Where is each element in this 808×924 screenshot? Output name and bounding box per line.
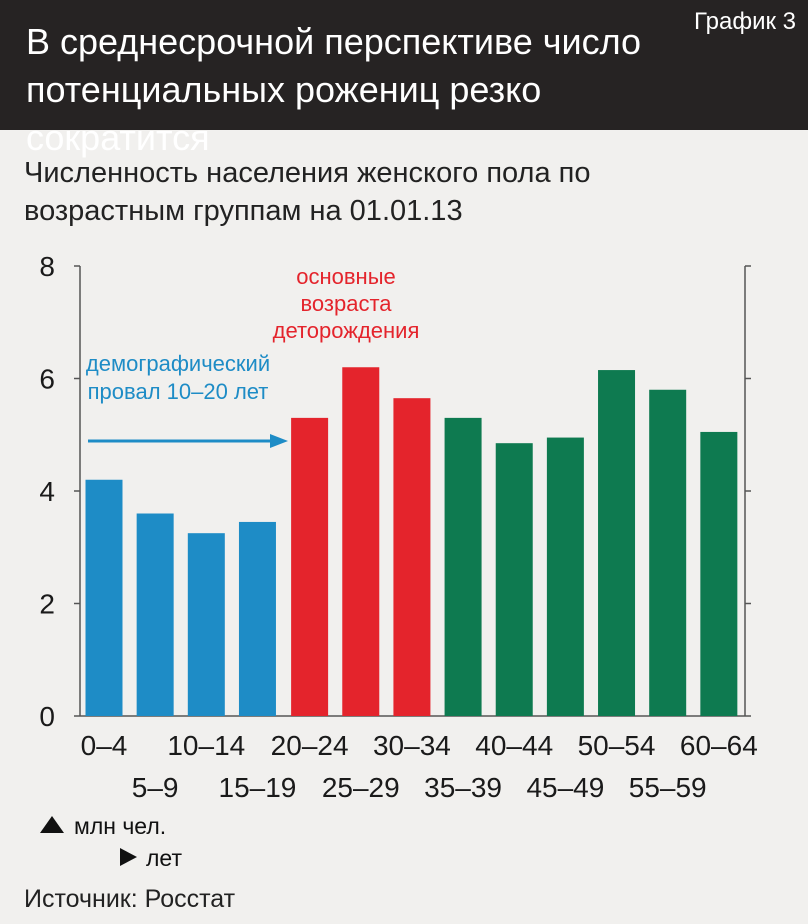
annotation-reproductive-age: основные возраста деторождения xyxy=(273,264,420,343)
chart-legend: млн чел. лет xyxy=(40,813,182,871)
x-tick-label: 0–4 xyxy=(81,730,128,761)
x-tick-label: 5–9 xyxy=(132,772,179,803)
x-tick-label: 55–59 xyxy=(629,772,707,803)
x-tick-label: 25–29 xyxy=(322,772,400,803)
source-note: Источник: Росстат xyxy=(24,885,236,913)
annotation-gap-line-1: демографический xyxy=(86,351,270,376)
x-tick-label: 50–54 xyxy=(578,730,656,761)
x-tick-label: 20–24 xyxy=(271,730,349,761)
bar-55–59 xyxy=(649,389,687,716)
bar-0–4 xyxy=(85,479,123,716)
annotation-reproductive-line-2: возраста xyxy=(300,291,392,316)
legend-y-unit: млн чел. xyxy=(74,813,166,839)
y-tick-label: 0 xyxy=(39,701,55,732)
y-tick-label: 8 xyxy=(39,251,55,282)
x-tick-label: 35–39 xyxy=(424,772,502,803)
right-arrow-icon xyxy=(270,434,288,448)
x-tick-label: 30–34 xyxy=(373,730,451,761)
bar-30–34 xyxy=(393,398,431,716)
bar-15–19 xyxy=(238,521,276,716)
annotation-gap-line-2: провал 10–20 лет xyxy=(88,379,269,404)
bar-25–29 xyxy=(342,367,380,716)
legend-x-unit: лет xyxy=(146,845,182,871)
annotation-reproductive-line-3: деторождения xyxy=(273,318,420,343)
right-triangle-icon xyxy=(120,848,137,866)
bar-10–14 xyxy=(187,533,225,716)
x-tick-label: 45–49 xyxy=(526,772,604,803)
y-tick-label: 6 xyxy=(39,364,55,395)
x-tick-label: 10–14 xyxy=(167,730,245,761)
bar-20–24 xyxy=(291,417,329,716)
x-tick-label: 15–19 xyxy=(219,772,297,803)
bar-50–54 xyxy=(598,370,636,716)
bar-5–9 xyxy=(136,513,174,716)
annotation-demographic-gap: демографический провал 10–20 лет xyxy=(86,351,288,448)
chart-title: В среднесрочной перспективе число потенц… xyxy=(26,21,642,158)
chart-header: В среднесрочной перспективе число потенц… xyxy=(0,0,808,158)
y-tick-label: 4 xyxy=(39,476,55,507)
y-tick-label: 2 xyxy=(39,589,55,620)
chart-subtitle: Численность населения женского пола по в… xyxy=(24,157,591,227)
annotation-reproductive-line-1: основные xyxy=(296,264,396,289)
chart-bars xyxy=(85,367,738,716)
bar-40–44 xyxy=(495,443,533,716)
chart-number-tag: График 3 xyxy=(693,8,796,35)
bar-45–49 xyxy=(546,437,584,716)
bar-60–64 xyxy=(700,431,738,716)
up-triangle-icon xyxy=(40,816,64,833)
y-tick-labels: 0 2 4 6 8 xyxy=(39,251,55,732)
bar-35–39 xyxy=(444,417,482,716)
x-tick-label: 60–64 xyxy=(680,730,758,761)
x-tick-labels: 0–45–9 10–14 15–19 20–24 25–29 30–34 35–39 40–4… xyxy=(81,730,758,803)
x-tick-label: 40–44 xyxy=(475,730,553,761)
